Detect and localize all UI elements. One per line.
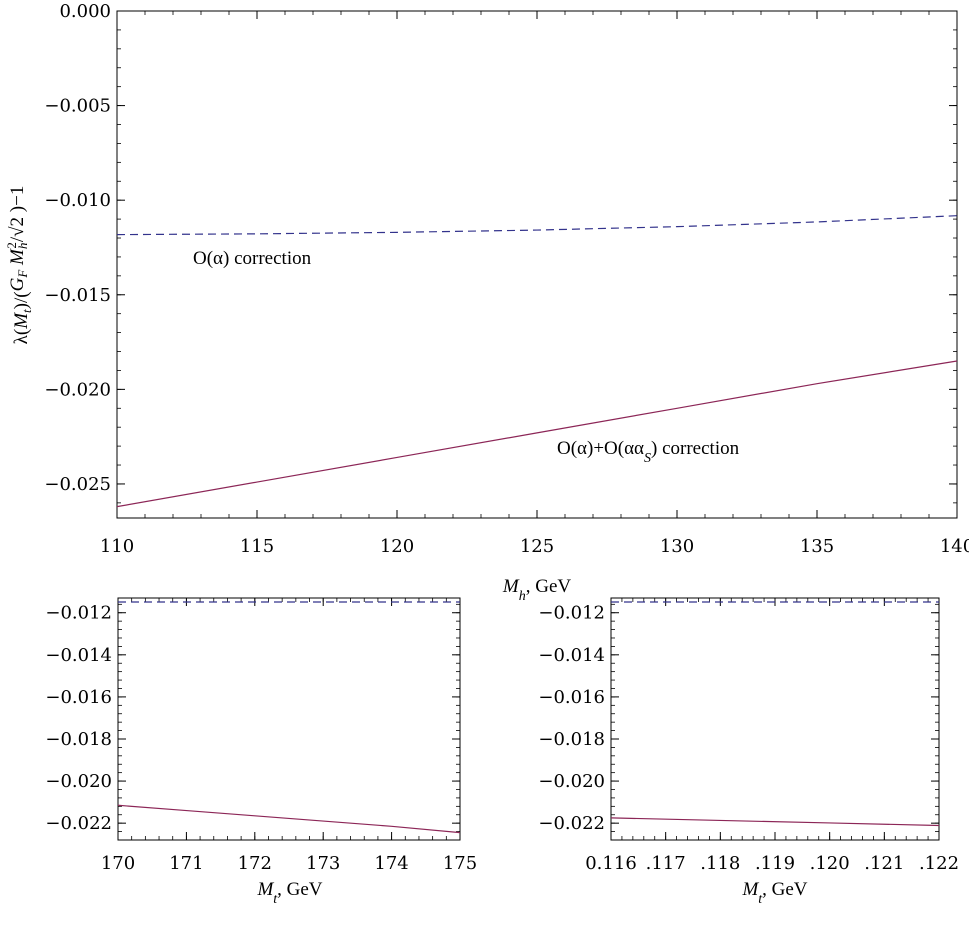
- annotation-o-alpha: O(α) correction: [193, 248, 312, 269]
- x-tick-label: 170: [101, 853, 135, 874]
- x-tick-label: 120: [380, 536, 414, 557]
- x-axis-title: Mt, GeV: [741, 879, 807, 907]
- x-tick-label: 0.116: [585, 853, 637, 874]
- plot-frame: [610, 597, 940, 841]
- x-tick-label: 174: [374, 853, 408, 874]
- y-tick-label: −0.020: [538, 771, 605, 792]
- x-tick-label: .119: [755, 853, 795, 874]
- y-tick-label: −0.025: [44, 474, 111, 495]
- y-tick-label: 0.000: [59, 1, 111, 22]
- plot-left: −0.012 −0.014 −0.016 −0.018 −0.020 −0.022 170 1…: [45, 597, 477, 907]
- x-tick-label: 115: [240, 536, 274, 557]
- y-tick-label: −0.014: [538, 645, 605, 666]
- x-axis-title: Mt, GeV: [256, 879, 322, 907]
- y-tick-label: −0.016: [538, 687, 605, 708]
- y-axis-title: λ(Mt)/(GF Mh2/√2 )−1: [4, 186, 34, 345]
- x-axis-title: Mh, GeV: [502, 576, 571, 604]
- annotation-o-alpha-alpha-s: O(α)+O(ααS) correction: [557, 438, 740, 466]
- x-tick-label: .121: [864, 853, 904, 874]
- x-tick-label: 125: [520, 536, 554, 557]
- y-tick-label: −0.014: [45, 645, 112, 666]
- series-solid-line: [116, 360, 958, 508]
- x-tick-label: 135: [800, 536, 834, 557]
- x-tick-label: 172: [238, 853, 272, 874]
- x-tick-label: 175: [443, 853, 477, 874]
- plot-main: 0.000 −0.005 −0.010 −0.015 −0.020 −0.025 110 11…: [44, 1, 969, 604]
- y-tick-label: −0.012: [45, 603, 112, 624]
- x-tick-label: 130: [660, 536, 694, 557]
- plot-frame: [117, 597, 461, 841]
- y-tick-label: −0.022: [45, 813, 112, 834]
- x-tick-label: .122: [919, 853, 959, 874]
- y-tick-label: −0.018: [538, 729, 605, 750]
- series-solid-line: [610, 817, 940, 827]
- x-tick-label: .117: [646, 853, 686, 874]
- x-tick-label: .120: [810, 853, 850, 874]
- x-tick-label: .118: [700, 853, 740, 874]
- y-tick-label: −0.022: [538, 813, 605, 834]
- plot-right: −0.012 −0.014 −0.016 −0.018 −0.020 −0.022 0.11…: [538, 597, 959, 907]
- series-dashed-line: [116, 215, 958, 236]
- y-tick-label: −0.005: [44, 96, 111, 117]
- series-solid-line: [117, 804, 461, 834]
- y-tick-label: −0.020: [44, 379, 111, 400]
- y-tick-label: −0.010: [44, 190, 111, 211]
- y-tick-label: −0.020: [45, 771, 112, 792]
- x-tick-label: 110: [100, 536, 134, 557]
- x-tick-label: 173: [306, 853, 340, 874]
- y-tick-label: −0.016: [45, 687, 112, 708]
- y-tick-label: −0.015: [44, 285, 111, 306]
- x-tick-label: 140: [940, 536, 969, 557]
- y-tick-label: −0.018: [45, 729, 112, 750]
- x-tick-label: 171: [169, 853, 203, 874]
- y-tick-label: −0.012: [538, 603, 605, 624]
